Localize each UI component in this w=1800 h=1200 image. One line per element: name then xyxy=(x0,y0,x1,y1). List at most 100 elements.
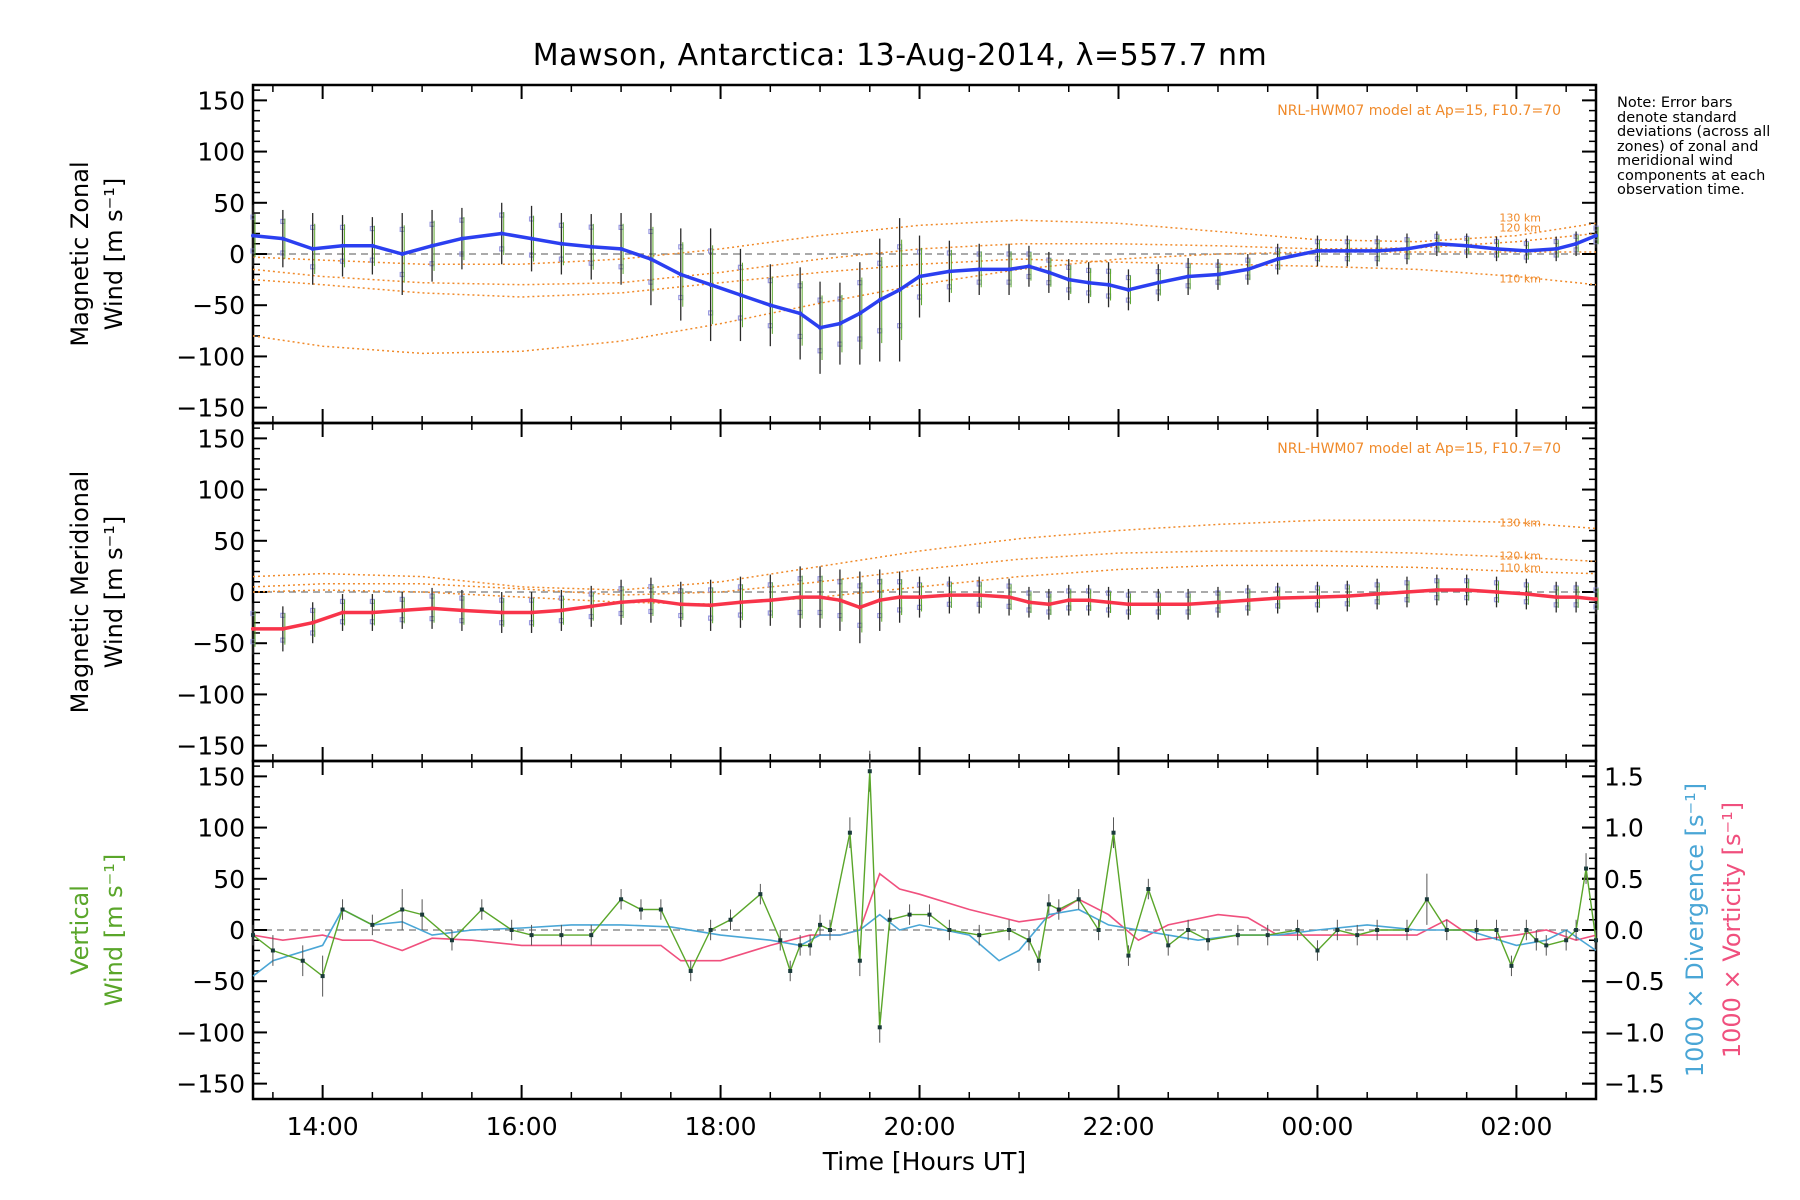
vertical-point xyxy=(1564,938,1569,943)
wind-point xyxy=(1046,602,1051,607)
y2-tick-label: −1.5 xyxy=(1604,1070,1665,1099)
y-axis-label-line2: Wind [m s⁻¹] xyxy=(100,854,128,1006)
wind-point xyxy=(1106,282,1111,287)
x-tick-label: 16:00 xyxy=(486,1112,558,1141)
wind-point xyxy=(1574,241,1579,246)
vertical-point xyxy=(300,958,305,963)
wind-point xyxy=(1275,596,1280,601)
vertical-point xyxy=(1574,928,1579,932)
vertical-point xyxy=(728,917,733,922)
vertical-point xyxy=(559,933,564,938)
vertical-point xyxy=(1007,928,1012,932)
wind-point xyxy=(738,292,743,297)
vertical-point xyxy=(340,907,345,912)
y-tick-label: 0 xyxy=(229,240,245,269)
wind-point xyxy=(708,282,713,287)
y-tick-label: −50 xyxy=(192,291,245,320)
wind-point xyxy=(1554,246,1559,251)
wind-point xyxy=(1156,602,1161,607)
model-curve xyxy=(252,251,1596,355)
y-tick-label: 150 xyxy=(197,424,245,453)
y-tick-label: 50 xyxy=(213,527,245,556)
altitude-label: 120 km xyxy=(1499,549,1541,562)
wind-point xyxy=(1345,248,1350,253)
vertical-wind-line xyxy=(252,771,1597,1028)
wind-point xyxy=(897,595,902,600)
vertical-point xyxy=(788,968,793,973)
vertical-point xyxy=(1404,928,1409,932)
wind-point xyxy=(798,595,803,600)
wind-point xyxy=(947,269,952,274)
y2-tick-label: −1.0 xyxy=(1604,1018,1665,1047)
altitude-label: 120 km xyxy=(1499,222,1541,235)
vertical-point xyxy=(688,968,693,973)
altitude-label: 110 km xyxy=(1499,273,1541,286)
vertical-point xyxy=(877,1025,882,1030)
vertical-point xyxy=(1295,928,1300,932)
y-tick-label: 50 xyxy=(213,189,245,218)
wind-point xyxy=(1245,267,1250,272)
wind-point xyxy=(310,620,315,625)
vorticity-line xyxy=(252,872,1597,962)
wind-point xyxy=(1434,241,1439,246)
vertical-point xyxy=(370,922,375,927)
wind-point xyxy=(499,231,504,236)
wind-point xyxy=(1066,598,1071,603)
altitude-label: 130 km xyxy=(1499,516,1541,529)
y-tick-label: 50 xyxy=(213,865,245,894)
wind-point xyxy=(1345,594,1350,599)
wind-point xyxy=(1524,592,1529,597)
x-tick-label: 02:00 xyxy=(1480,1112,1552,1141)
wind-point xyxy=(1315,595,1320,600)
vertical-point xyxy=(1335,928,1340,932)
wind-point xyxy=(1026,600,1031,605)
model-curve xyxy=(252,519,1597,591)
vertical-point xyxy=(847,830,852,835)
vertical-point xyxy=(619,897,624,902)
vertical-point xyxy=(1355,933,1360,938)
vertical-point xyxy=(270,948,275,953)
vertical-point xyxy=(1474,928,1479,932)
wind-point xyxy=(708,603,713,608)
wind-point xyxy=(589,244,594,249)
wind-point xyxy=(648,598,653,603)
vertical-point xyxy=(1534,938,1539,943)
vorticity-axis-label: 1000 × Vorticity [s⁻¹] xyxy=(1718,802,1746,1058)
vertical-point xyxy=(1111,830,1116,835)
wind-point xyxy=(459,236,464,241)
vertical-point xyxy=(1594,938,1598,943)
vertical-point xyxy=(1265,933,1270,938)
wind-point xyxy=(430,243,435,248)
vertical-point xyxy=(1444,928,1449,932)
wind-point xyxy=(1464,587,1469,592)
wind-point xyxy=(340,243,345,248)
wind-point xyxy=(917,274,922,279)
wind-point xyxy=(1404,590,1409,594)
wind-point xyxy=(1066,277,1071,282)
vertical-point xyxy=(907,912,912,917)
vertical-point xyxy=(758,892,763,897)
vertical-point xyxy=(1126,953,1131,958)
altitude-label: 130 km xyxy=(1499,211,1541,224)
wind-mean-line xyxy=(252,231,1597,330)
y-tick-label: 0 xyxy=(229,578,245,607)
vertical-point xyxy=(1166,943,1171,948)
wind-point xyxy=(1086,280,1091,285)
wind-point xyxy=(370,243,375,248)
wind-point xyxy=(1554,595,1559,600)
vertical-point xyxy=(977,933,982,938)
wind-point xyxy=(1106,600,1111,605)
wind-point xyxy=(857,311,862,316)
vertical-point xyxy=(1206,938,1211,943)
wind-point xyxy=(837,598,842,603)
y2-tick-label: 1.5 xyxy=(1604,762,1644,791)
wind-point xyxy=(1494,246,1499,251)
vertical-point xyxy=(947,928,952,932)
error-bar-note: Note: Error bars denote standard deviati… xyxy=(1617,95,1771,198)
vertical-point xyxy=(1315,948,1320,953)
wind-point xyxy=(340,610,345,615)
wind-point xyxy=(1434,587,1439,592)
vertical-point xyxy=(827,928,832,932)
